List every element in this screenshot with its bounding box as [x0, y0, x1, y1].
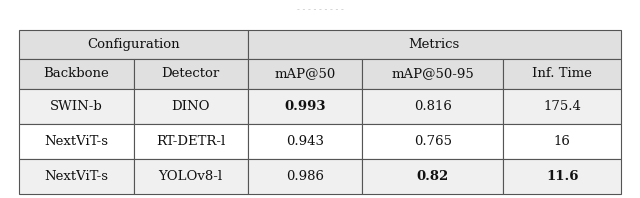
Bar: [19, 59, 134, 89]
Bar: [504, 124, 621, 159]
Bar: [248, 159, 362, 194]
Text: Detector: Detector: [161, 67, 220, 80]
Bar: [19, 89, 134, 124]
Bar: [248, 59, 362, 89]
Text: 0.82: 0.82: [417, 170, 449, 183]
Bar: [362, 59, 504, 89]
Text: mAP@50-95: mAP@50-95: [392, 67, 474, 80]
Bar: [19, 124, 134, 159]
Bar: [362, 159, 504, 194]
Bar: [362, 89, 504, 124]
Bar: [19, 159, 134, 194]
Bar: [134, 59, 248, 89]
Text: 0.943: 0.943: [286, 135, 324, 148]
Text: Inf. Time: Inf. Time: [532, 67, 592, 80]
Bar: [504, 89, 621, 124]
Bar: [362, 124, 504, 159]
Bar: [504, 59, 621, 89]
Text: 175.4: 175.4: [543, 100, 581, 113]
Text: RT-DETR-l: RT-DETR-l: [156, 135, 225, 148]
Text: mAP@50: mAP@50: [275, 67, 335, 80]
Text: 0.986: 0.986: [286, 170, 324, 183]
Text: 0.993: 0.993: [284, 100, 326, 113]
Text: 11.6: 11.6: [546, 170, 579, 183]
Bar: [248, 30, 621, 59]
Text: 0.765: 0.765: [414, 135, 452, 148]
Text: 0.816: 0.816: [414, 100, 452, 113]
Bar: [19, 30, 248, 59]
Text: YOLOv8-l: YOLOv8-l: [159, 170, 223, 183]
Bar: [248, 89, 362, 124]
Bar: [134, 89, 248, 124]
Bar: [248, 124, 362, 159]
Bar: [504, 159, 621, 194]
Text: NextViT-s: NextViT-s: [44, 170, 108, 183]
Text: 16: 16: [554, 135, 571, 148]
Bar: [134, 159, 248, 194]
Text: SWIN-b: SWIN-b: [50, 100, 103, 113]
Text: Metrics: Metrics: [409, 38, 460, 51]
Text: NextViT-s: NextViT-s: [44, 135, 108, 148]
Text: Backbone: Backbone: [44, 67, 109, 80]
Text: Configuration: Configuration: [87, 38, 180, 51]
Text: DINO: DINO: [172, 100, 210, 113]
Bar: [134, 124, 248, 159]
Text: - - - - - - - - -: - - - - - - - - -: [296, 6, 344, 14]
